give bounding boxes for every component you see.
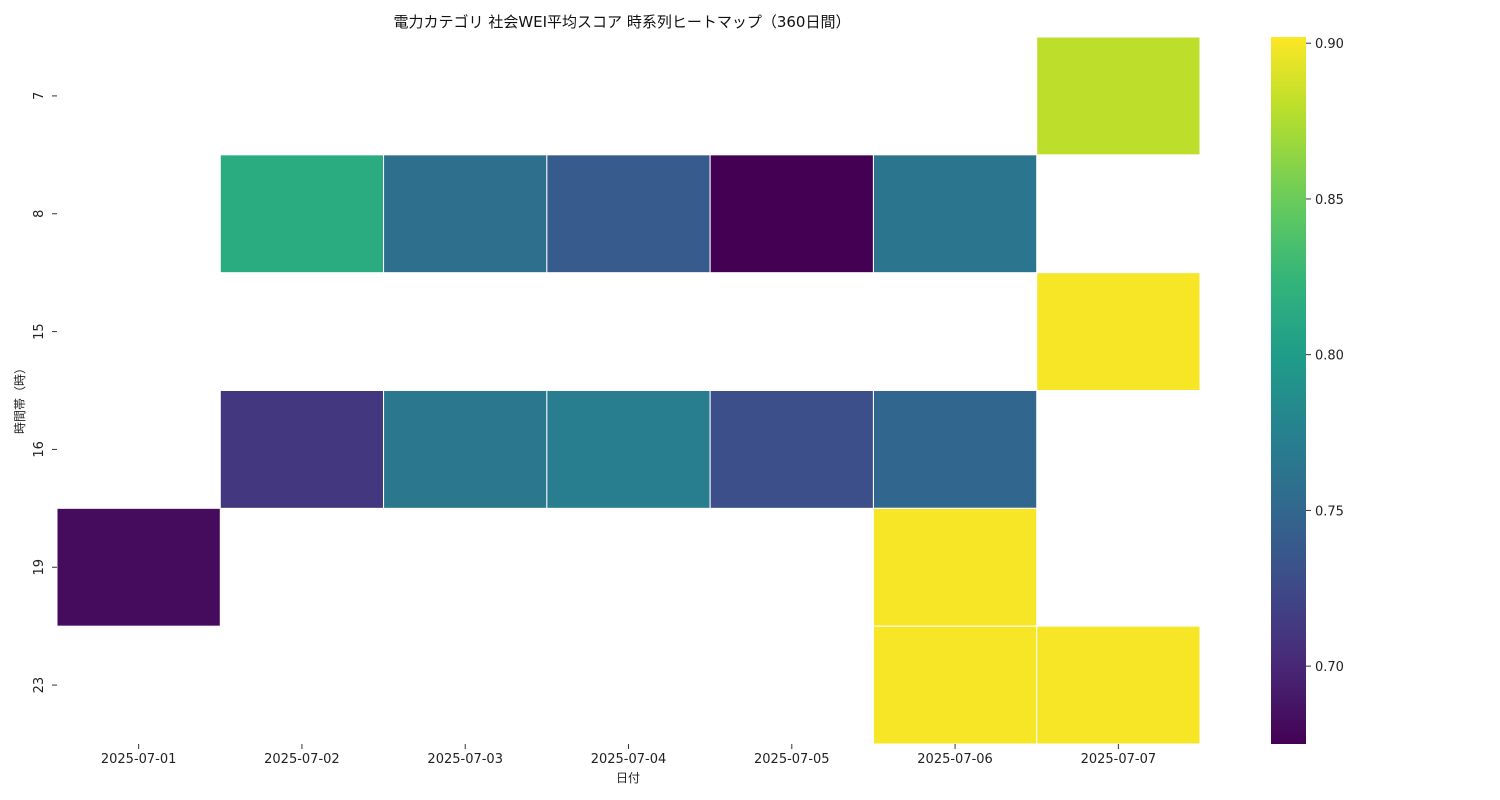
heatmap-cells [56,36,1201,745]
y-tick-label: 23 [32,677,47,694]
heatmap-cell [219,154,385,274]
x-tick-label: 2025-07-02 [264,752,340,767]
x-tick-label: 2025-07-05 [754,752,830,767]
x-axis-label: 日付 [616,771,640,785]
colorbar-tick-label: 0.90 [1315,37,1344,52]
x-tick-label: 2025-07-04 [591,752,667,767]
heatmap-cell [546,154,711,274]
y-tick-label: 8 [32,210,47,218]
x-tick-label: 2025-07-03 [427,752,503,767]
y-axis-ticks: 7 8 15 16 19 23 [32,92,57,694]
x-tick-label: 2025-07-01 [101,752,177,767]
colorbar-tick-label: 0.70 [1315,660,1344,675]
heatmap-cell [546,390,711,509]
colorbar-tick-label: 0.80 [1315,349,1344,364]
y-tick-label: 7 [32,92,47,100]
heatmap-cell [709,154,874,274]
y-tick-label: 15 [32,323,47,340]
heatmap-cell [709,390,874,509]
colorbar-tick-label: 0.85 [1315,193,1344,208]
heatmap-cell [383,390,548,509]
heatmap-cell [1036,625,1201,745]
heatmap-cell [872,625,1038,745]
y-axis-label: 時間帯（時） [13,362,27,434]
colorbar-ticks: 0.70 0.75 0.80 0.85 0.90 [1306,37,1344,675]
heatmap-cell [1036,36,1201,156]
x-tick-label: 2025-07-06 [917,752,993,767]
heatmap-cell [219,390,385,509]
x-tick-label: 2025-07-07 [1081,752,1157,767]
y-tick-label: 16 [32,441,47,458]
heatmap-cell [383,154,548,274]
x-axis-ticks: 2025-07-01 2025-07-02 2025-07-03 2025-07-04… [101,744,1156,767]
heatmap-cell [872,390,1038,509]
colorbar [1271,37,1306,744]
chart-title: 電力カテゴリ 社会WEI平均スコア 時系列ヒートマップ（360日間） [394,13,851,31]
heatmap-cell [872,154,1038,274]
heatmap-cell [1036,272,1201,391]
heatmap-cell [872,507,1038,627]
heatmap-cell [56,507,221,627]
colorbar-tick-label: 0.75 [1315,504,1344,519]
y-tick-label: 19 [32,559,47,576]
